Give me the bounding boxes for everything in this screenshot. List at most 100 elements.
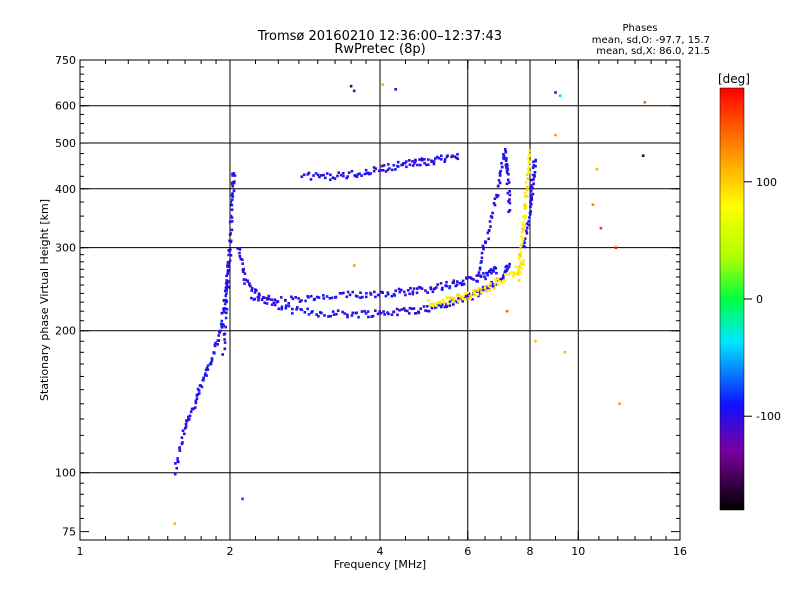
o-mode-point [387, 163, 390, 166]
o-mode-point [250, 296, 253, 300]
o-mode-point [204, 372, 207, 375]
o-mode-point [280, 307, 283, 311]
o-mode-point [532, 160, 535, 164]
o-mode-point [180, 442, 184, 446]
scatter-point [352, 264, 356, 267]
o-mode-point [533, 171, 537, 174]
o-mode-point [217, 334, 220, 337]
scatter-point [554, 133, 557, 137]
o-mode-point [490, 269, 494, 272]
x-mode-point [446, 302, 450, 305]
o-mode-point [508, 198, 511, 201]
o-mode-point [291, 307, 294, 311]
o-mode-point [495, 193, 498, 197]
o-mode-point [369, 172, 372, 175]
o-mode-point [268, 297, 271, 301]
o-mode-point [386, 291, 390, 294]
o-mode-point [456, 153, 459, 156]
o-mode-point [272, 301, 276, 305]
o-mode-point [231, 174, 234, 177]
o-mode-point [495, 195, 499, 199]
o-mode-point [351, 311, 355, 315]
x-mode-point [483, 287, 487, 290]
x-mode-point [498, 280, 502, 283]
x-mode-point [466, 291, 469, 294]
x-mode-point [514, 265, 518, 269]
o-mode-point [525, 232, 529, 235]
o-mode-point [481, 285, 485, 289]
o-mode-point [189, 410, 193, 414]
x-mode-point [523, 202, 527, 206]
o-mode-point [529, 210, 532, 213]
scatter-point [591, 203, 595, 206]
o-mode-point [230, 216, 234, 219]
o-mode-point [345, 176, 348, 180]
o-mode-point [303, 311, 307, 314]
o-mode-point [486, 231, 490, 235]
o-mode-point [531, 187, 534, 190]
colorbar-tick-label: 100 [756, 176, 777, 189]
o-mode-point [455, 283, 459, 287]
o-mode-point [443, 158, 447, 161]
o-mode-point [359, 296, 362, 299]
o-mode-point [484, 277, 487, 281]
o-mode-point [241, 262, 244, 265]
o-mode-point [395, 307, 399, 311]
o-mode-point [508, 262, 511, 266]
o-mode-point [477, 271, 481, 274]
o-mode-point [188, 414, 192, 418]
x-mode-point [439, 302, 442, 305]
o-mode-point [175, 466, 179, 470]
o-mode-point [435, 155, 439, 159]
o-mode-point [231, 192, 234, 195]
o-mode-point [263, 296, 266, 299]
o-mode-point [508, 193, 512, 197]
scatter-point [641, 154, 645, 157]
x-mode-point [513, 273, 516, 276]
x-mode-point [527, 171, 531, 174]
o-mode-point [242, 278, 246, 281]
o-mode-point [439, 282, 443, 285]
o-mode-point [502, 157, 505, 160]
x-tick-label: 10 [571, 545, 585, 558]
x-mode-point [461, 297, 465, 301]
o-mode-point [528, 213, 532, 216]
o-mode-point [220, 319, 224, 323]
o-mode-point [430, 306, 434, 310]
x-mode-point [524, 206, 527, 209]
o-mode-point [253, 291, 257, 294]
o-mode-point [495, 283, 498, 286]
x-mode-point [527, 149, 531, 152]
o-mode-point [229, 239, 233, 243]
o-mode-point [445, 303, 448, 306]
o-mode-point [345, 295, 349, 299]
x-mode-point [456, 293, 459, 297]
x-mode-point [461, 294, 464, 298]
x-mode-point [526, 177, 529, 180]
o-mode-point [206, 368, 210, 371]
o-mode-point [394, 168, 397, 171]
x-mode-point [520, 235, 523, 238]
o-mode-point [406, 289, 410, 292]
o-mode-point [417, 311, 421, 315]
o-mode-point [508, 209, 512, 212]
o-mode-point [531, 166, 535, 169]
o-mode-point [425, 163, 428, 167]
o-mode-point [502, 155, 506, 158]
x-mode-point [519, 247, 522, 250]
o-mode-point [221, 353, 224, 356]
o-mode-point [531, 173, 535, 177]
o-mode-point [507, 181, 511, 184]
o-mode-point [472, 278, 475, 281]
o-mode-point [184, 422, 188, 426]
stats-x-mode: mean, sd,X: 86.0, 21.5 [596, 46, 710, 57]
o-mode-point [386, 168, 390, 172]
o-mode-point [273, 298, 277, 301]
colorbar-tick-label: 0 [756, 293, 763, 306]
o-mode-point [441, 303, 444, 306]
x-mode-point [441, 298, 444, 302]
o-mode-point [423, 161, 426, 165]
o-mode-point [487, 269, 491, 273]
o-mode-point [309, 294, 313, 298]
